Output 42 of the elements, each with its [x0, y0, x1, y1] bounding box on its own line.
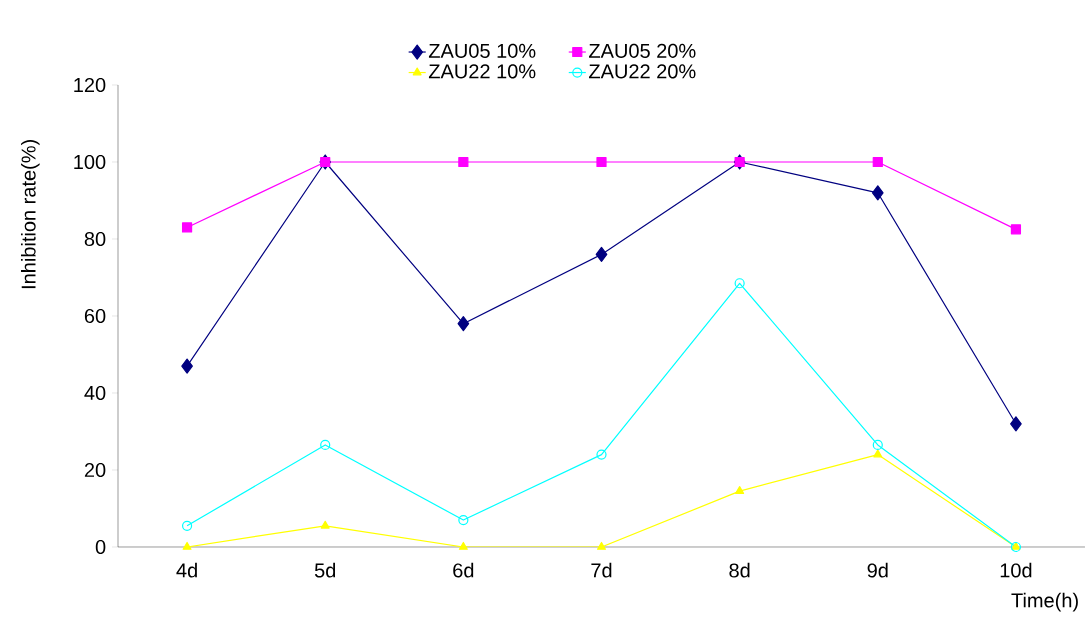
point [457, 316, 470, 332]
y-tick-label: 80 [84, 231, 106, 247]
x-tick-label: 10d [1000, 562, 1032, 578]
point [458, 541, 468, 550]
x-tick-label: 7d [591, 562, 612, 578]
point [596, 449, 607, 460]
x-tick-label: 4d [176, 562, 197, 578]
legend-label: ZAU22 10% [428, 64, 536, 79]
point [1010, 224, 1022, 235]
point [872, 156, 883, 168]
point [596, 156, 607, 168]
x-tick-label: 9d [867, 562, 888, 578]
point [595, 246, 608, 262]
point [181, 520, 193, 531]
point [181, 222, 193, 233]
point [597, 541, 606, 550]
y-tick-label: 40 [84, 385, 106, 401]
point [320, 520, 330, 529]
point [872, 439, 883, 451]
point [181, 358, 193, 374]
point [873, 449, 883, 458]
point [1010, 416, 1022, 432]
y-tick-label: 120 [74, 77, 106, 93]
point [458, 156, 469, 168]
point [871, 185, 884, 201]
x-axis-title: Time(h) [1011, 592, 1078, 612]
point [458, 514, 469, 526]
point [320, 439, 331, 451]
point [182, 541, 192, 550]
y-axis-title: Inhibition rate(%) [20, 140, 40, 289]
legend-label: ZAU22 20% [589, 64, 696, 79]
legend-label: ZAU05 10% [428, 43, 536, 58]
x-tick-label: 8d [729, 562, 750, 578]
point [735, 486, 745, 495]
y-tick-label: 100 [74, 154, 106, 170]
y-tick-label: 0 [95, 539, 106, 555]
y-tick-label: 60 [84, 308, 106, 324]
y-tick-label: 20 [84, 462, 106, 478]
x-tick-label: 5d [314, 562, 336, 578]
legend-label: ZAU05 20% [589, 43, 696, 58]
x-tick-label: 6d [453, 562, 474, 578]
point [734, 278, 745, 289]
